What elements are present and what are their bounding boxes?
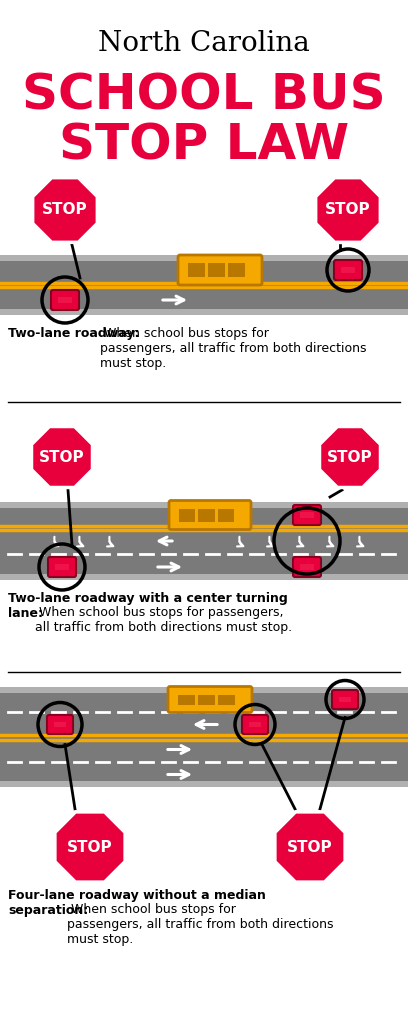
- Bar: [249, 722, 261, 727]
- Text: STOP: STOP: [67, 840, 113, 854]
- Bar: [208, 263, 225, 278]
- Bar: [55, 564, 69, 570]
- Polygon shape: [316, 178, 380, 243]
- Bar: [0, 781, 408, 787]
- Bar: [188, 263, 205, 278]
- FancyBboxPatch shape: [178, 255, 262, 285]
- Bar: [58, 297, 72, 303]
- Bar: [54, 722, 66, 727]
- Bar: [217, 509, 234, 521]
- Text: STOP: STOP: [327, 450, 373, 465]
- Text: Two-lane roadway with a center turning
lane:: Two-lane roadway with a center turning l…: [8, 592, 288, 620]
- Bar: [339, 697, 351, 702]
- Bar: [0, 502, 408, 580]
- Text: North Carolina: North Carolina: [98, 30, 310, 57]
- Bar: [218, 694, 235, 705]
- FancyBboxPatch shape: [169, 501, 251, 529]
- Polygon shape: [319, 427, 381, 487]
- FancyBboxPatch shape: [168, 686, 252, 713]
- Polygon shape: [31, 427, 93, 487]
- Text: STOP LAW: STOP LAW: [59, 122, 349, 170]
- Text: Four-lane roadway without a median
separation:: Four-lane roadway without a median separ…: [8, 889, 266, 918]
- Bar: [0, 687, 408, 787]
- FancyBboxPatch shape: [293, 505, 321, 525]
- Text: Two-lane roadway:: Two-lane roadway:: [8, 327, 140, 340]
- FancyBboxPatch shape: [48, 557, 76, 577]
- Bar: [300, 512, 314, 518]
- Text: SCHOOL BUS: SCHOOL BUS: [22, 72, 386, 120]
- FancyBboxPatch shape: [47, 715, 73, 734]
- Polygon shape: [55, 812, 125, 882]
- Text: When school bus stops for
passengers, all traffic from both directions
must stop: When school bus stops for passengers, al…: [67, 903, 334, 946]
- Text: When school bus stops for
passengers, all traffic from both directions
must stop: When school bus stops for passengers, al…: [100, 327, 366, 370]
- Text: STOP: STOP: [325, 203, 371, 217]
- Bar: [0, 687, 408, 693]
- Text: STOP: STOP: [287, 840, 333, 854]
- Bar: [300, 564, 314, 570]
- Text: When school bus stops for passengers,
all traffic from both directions must stop: When school bus stops for passengers, al…: [35, 606, 292, 634]
- Bar: [0, 502, 408, 508]
- FancyBboxPatch shape: [242, 715, 268, 734]
- Bar: [0, 255, 408, 261]
- Bar: [228, 263, 245, 278]
- Bar: [198, 509, 215, 521]
- Bar: [0, 574, 408, 580]
- Bar: [341, 267, 355, 273]
- FancyBboxPatch shape: [334, 260, 362, 280]
- Text: STOP: STOP: [42, 203, 88, 217]
- FancyBboxPatch shape: [293, 557, 321, 577]
- Bar: [0, 309, 408, 315]
- Bar: [179, 509, 195, 521]
- Text: STOP: STOP: [39, 450, 85, 465]
- Polygon shape: [275, 812, 345, 882]
- Bar: [178, 694, 195, 705]
- FancyBboxPatch shape: [51, 290, 79, 310]
- Bar: [0, 255, 408, 315]
- Polygon shape: [33, 178, 98, 243]
- FancyBboxPatch shape: [332, 690, 358, 709]
- Bar: [198, 694, 215, 705]
